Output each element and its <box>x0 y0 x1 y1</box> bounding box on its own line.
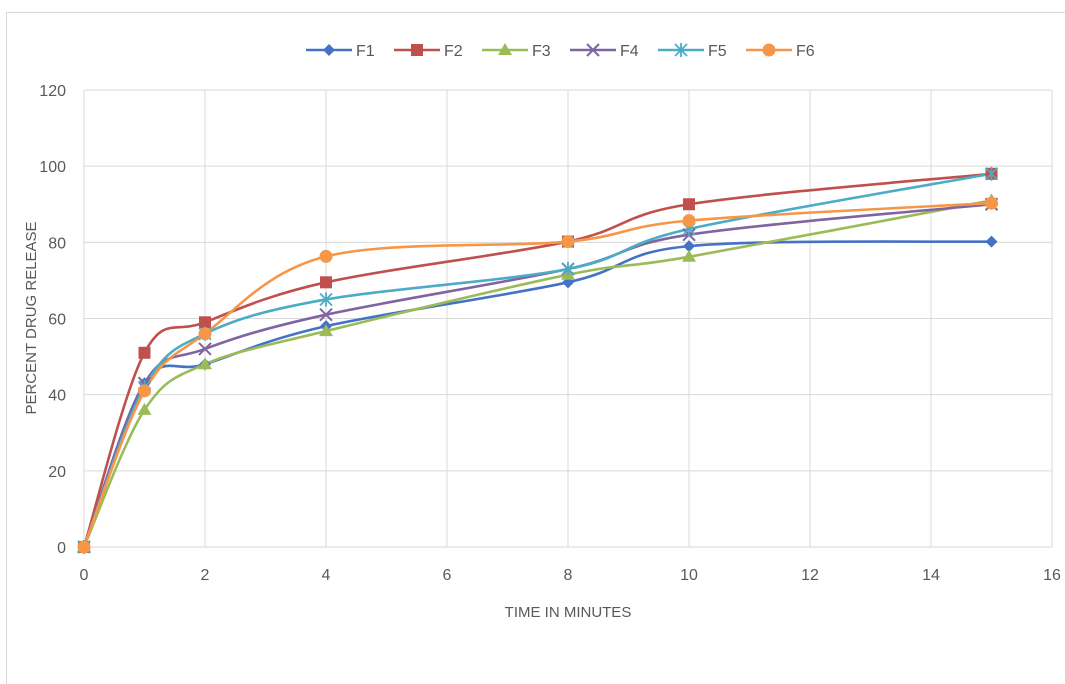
y-tick-label: 0 <box>57 540 66 557</box>
legend-label: F5 <box>708 43 727 60</box>
data-point-f6 <box>985 196 998 210</box>
legend-item-f6: F6 <box>746 43 815 60</box>
legend-item-f2: F2 <box>394 43 463 60</box>
chart-frame <box>6 12 1065 684</box>
x-tick-label: 14 <box>922 567 940 584</box>
x-tick-label: 12 <box>801 567 819 584</box>
y-axis-title: PERCENT DRUG RELEASE <box>23 221 40 414</box>
data-point-f1 <box>985 235 998 248</box>
data-point-f2 <box>683 198 695 211</box>
data-point-f1 <box>683 240 695 253</box>
data-point-f6 <box>198 327 212 341</box>
y-tick-label: 80 <box>48 235 66 252</box>
y-tick-label: 40 <box>48 388 66 405</box>
x-tick-label: 0 <box>80 567 89 584</box>
data-point-f5 <box>984 166 999 181</box>
y-tick-label: 100 <box>39 159 66 176</box>
data-point-f5 <box>319 292 333 307</box>
series-lines <box>82 172 993 549</box>
legend-item-f3: F3 <box>482 43 551 60</box>
series-line-f6 <box>82 201 993 549</box>
data-point-f2 <box>199 316 211 329</box>
series-line-f3 <box>82 199 993 549</box>
legend-item-f5: F5 <box>658 43 727 60</box>
data-point-f3 <box>198 357 212 370</box>
data-point-f3 <box>137 402 152 415</box>
axes: 0 20 40 60 80 100 120 0 2 4 6 8 10 12 14 16 <box>39 83 1061 584</box>
legend-marker <box>411 44 423 56</box>
legend-marker <box>323 44 335 56</box>
x-tick-label: 4 <box>322 567 331 584</box>
legend-label: F3 <box>532 43 551 60</box>
legend: F1 F2 F3 F4 F5 F6 <box>306 43 815 60</box>
y-tick-label: 120 <box>39 83 66 100</box>
data-point-f6 <box>138 384 151 398</box>
data-point-f2 <box>138 346 151 359</box>
data-point-f2 <box>320 276 332 289</box>
legend-label: F2 <box>444 43 463 60</box>
series-line-f4 <box>82 202 993 549</box>
legend-item-f4: F4 <box>570 43 639 60</box>
series-markers <box>77 166 999 554</box>
data-point-f4 <box>319 307 333 322</box>
data-point-f4 <box>198 342 212 356</box>
x-tick-label: 10 <box>680 567 698 584</box>
legend-label: F1 <box>356 43 375 60</box>
data-point-f3 <box>319 324 333 337</box>
data-point-f6 <box>561 235 575 249</box>
x-axis-title: TIME IN MINUTES <box>505 604 632 621</box>
gridlines <box>83 89 1053 548</box>
legend-label: F6 <box>796 43 815 60</box>
legend-marker <box>674 43 688 57</box>
x-tick-label: 16 <box>1043 567 1061 584</box>
data-point-f6 <box>319 249 333 263</box>
y-tick-label: 60 <box>48 312 66 329</box>
data-point-f3 <box>682 249 696 262</box>
legend-marker <box>498 43 512 55</box>
data-point-f6 <box>682 214 696 228</box>
legend-label: F4 <box>620 43 639 60</box>
x-tick-label: 6 <box>443 567 452 584</box>
legend-marker <box>586 43 600 57</box>
data-point-f5 <box>561 261 575 276</box>
legend-marker <box>762 43 776 57</box>
x-tick-label: 2 <box>201 567 210 584</box>
data-point-f6 <box>77 540 91 554</box>
y-tick-label: 20 <box>48 464 66 481</box>
x-tick-label: 8 <box>564 567 573 584</box>
legend-item-f1: F1 <box>306 43 375 60</box>
